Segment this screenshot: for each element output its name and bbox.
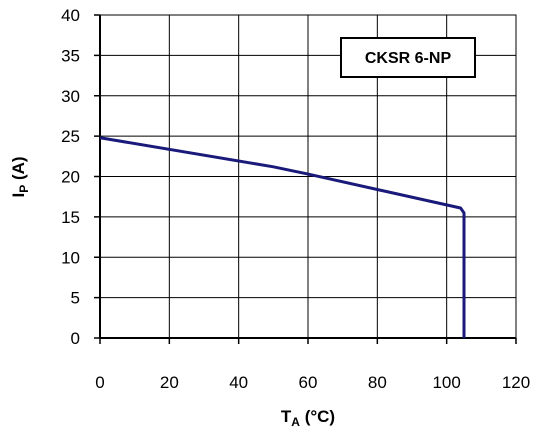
y-tick-label: 30 [61,87,80,106]
x-tick-label: 60 [299,373,318,392]
y-tick-label: 40 [61,6,80,25]
y-tick-label: 10 [61,248,80,267]
annotation-frame [340,37,476,78]
x-tick-label: 20 [160,373,179,392]
x-tick-label: 120 [502,373,530,392]
y-tick-label: 25 [61,127,80,146]
x-tick-label: 80 [368,373,387,392]
x-axis-title-unit: (°C) [300,407,335,426]
y-tick-label: 15 [61,208,80,227]
x-axis-title-sub: A [291,415,300,429]
x-axis-title: TA (°C) [281,407,335,429]
y-tick-label: 35 [61,46,80,65]
y-axis-title-unit: (A) [9,156,28,184]
annotation-text: CKSR 6-NP [365,50,452,67]
y-axis-ticks: 0 5 10 15 20 25 30 35 40 [61,6,100,348]
x-axis-title-main: T [281,407,292,426]
grid-lines [100,15,516,338]
y-tick-label: 20 [61,168,80,187]
series-line [99,136,466,338]
series-layer [99,136,466,338]
x-tick-label: 0 [95,373,104,392]
x-axis-ticks: 0 20 40 60 80 100 120 [95,338,530,392]
x-tick-label: 100 [432,373,460,392]
annotation-box: CKSR 6-NP [340,37,476,78]
y-axis-title-sub: P [17,185,31,193]
y-tick-label: 5 [71,289,80,308]
y-tick-label: 0 [71,329,80,348]
x-tick-label: 40 [229,373,248,392]
y-axis-title-main: I [9,193,28,198]
y-axis-title: IP (A) [9,156,31,197]
